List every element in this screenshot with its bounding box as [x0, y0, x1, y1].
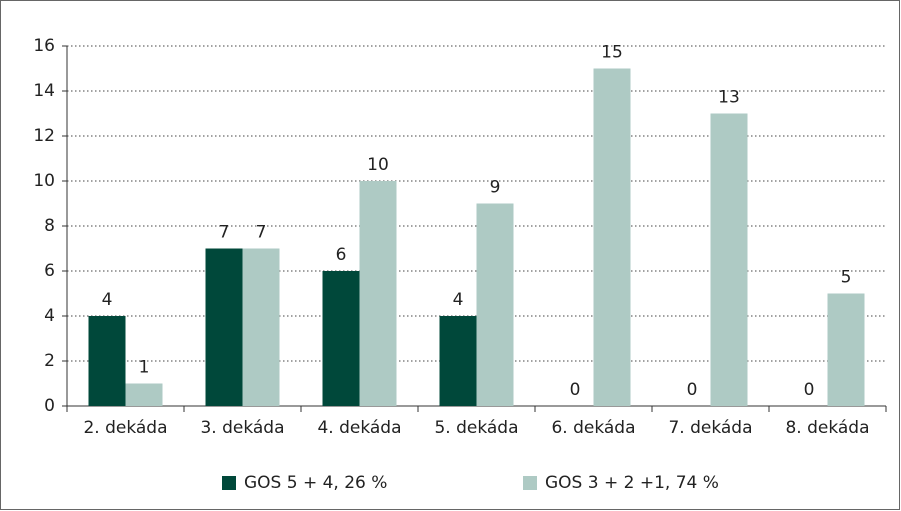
y-tick-label: 2 [44, 351, 55, 371]
data-label: 15 [601, 43, 623, 63]
legend-swatch [222, 476, 236, 490]
x-tick-label: 5. dekáda [434, 418, 518, 438]
x-tick-label: 4. dekáda [317, 418, 401, 438]
legend-label: GOS 3 + 2 +1, 74 % [545, 473, 719, 493]
data-label: 9 [490, 178, 501, 198]
data-label: 1 [139, 358, 150, 378]
x-tick-label: 8. dekáda [785, 418, 869, 438]
bar [205, 248, 243, 406]
y-tick-label: 0 [44, 396, 55, 416]
x-tick-label: 6. dekáda [551, 418, 635, 438]
bar [439, 316, 477, 406]
bar [88, 316, 126, 406]
bar [593, 68, 631, 406]
bar [710, 113, 748, 406]
bar [476, 203, 514, 406]
y-tick-label: 14 [33, 81, 55, 101]
data-label: 5 [841, 268, 852, 288]
data-label: 4 [453, 290, 464, 310]
data-label: 0 [570, 380, 581, 400]
x-tick-label: 2. dekáda [83, 418, 167, 438]
data-label: 4 [102, 290, 113, 310]
y-tick-label: 12 [33, 126, 55, 146]
y-tick-label: 10 [33, 171, 55, 191]
legend-label: GOS 5 + 4, 26 % [244, 473, 387, 493]
data-label: 0 [687, 380, 698, 400]
bar [125, 383, 163, 406]
data-label: 7 [256, 223, 267, 243]
x-tick-label: 7. dekáda [668, 418, 752, 438]
y-tick-label: 8 [44, 216, 55, 236]
y-tick-label: 6 [44, 261, 55, 281]
data-label: 0 [804, 380, 815, 400]
bar [242, 248, 280, 406]
data-label: 10 [367, 155, 389, 175]
data-label: 6 [336, 245, 347, 265]
y-tick-label: 4 [44, 306, 55, 326]
data-label: 7 [219, 223, 230, 243]
bar [827, 293, 865, 406]
bar [322, 271, 360, 406]
legend-swatch [523, 476, 537, 490]
bar [359, 181, 397, 406]
y-tick-label: 16 [33, 36, 55, 56]
data-label: 13 [718, 88, 740, 108]
x-tick-label: 3. dekáda [200, 418, 284, 438]
